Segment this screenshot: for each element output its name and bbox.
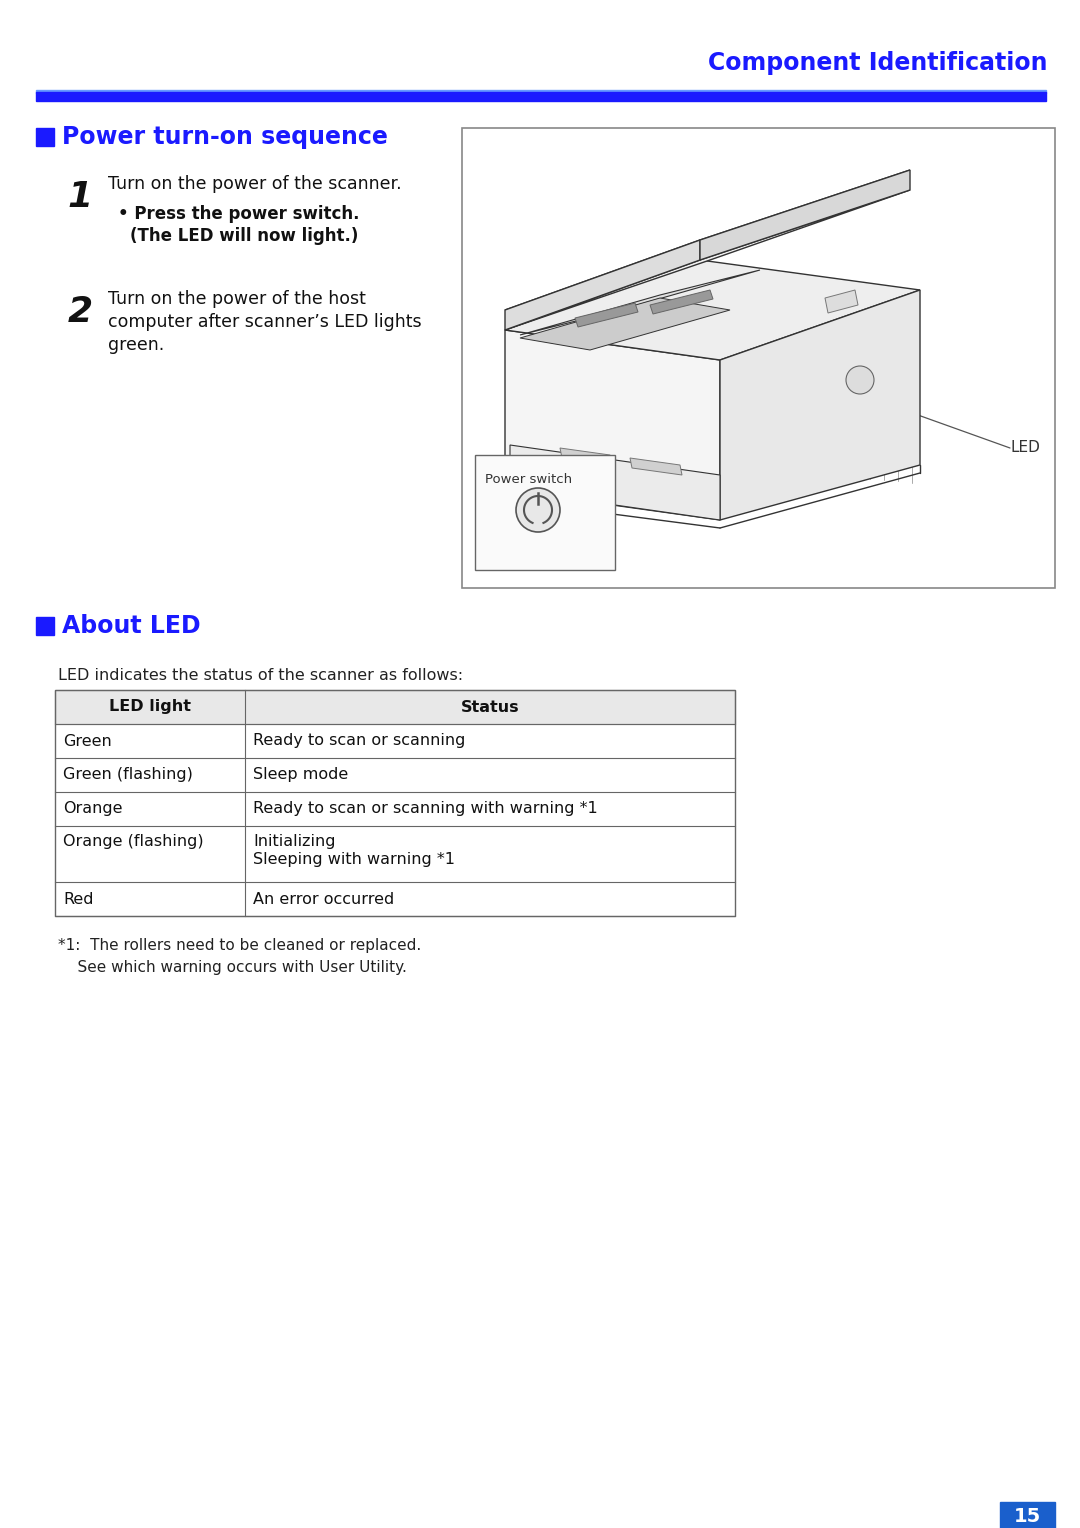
Text: Initializing: Initializing <box>253 834 336 850</box>
Bar <box>475 455 615 570</box>
Text: Ready to scan or scanning with warning *1: Ready to scan or scanning with warning *… <box>253 802 597 816</box>
Text: (The LED will now light.): (The LED will now light.) <box>130 228 359 244</box>
Text: LED: LED <box>1010 440 1040 455</box>
Text: *1:  The rollers need to be cleaned or replaced.: *1: The rollers need to be cleaned or re… <box>58 938 421 953</box>
Text: LED light: LED light <box>109 700 191 715</box>
Text: 15: 15 <box>1014 1508 1041 1526</box>
Polygon shape <box>505 189 910 330</box>
Text: Green (flashing): Green (flashing) <box>63 767 193 782</box>
Text: About LED: About LED <box>62 614 201 639</box>
Polygon shape <box>505 170 910 310</box>
Bar <box>1000 1502 1055 1528</box>
Text: See which warning occurs with User Utility.: See which warning occurs with User Utili… <box>58 960 407 975</box>
Text: Ready to scan or scanning: Ready to scan or scanning <box>253 733 465 749</box>
Text: Orange (flashing): Orange (flashing) <box>63 834 204 850</box>
Bar <box>36 90 1047 93</box>
Bar <box>36 617 54 636</box>
Circle shape <box>846 367 874 394</box>
Text: 2: 2 <box>67 295 93 329</box>
Bar <box>55 691 735 724</box>
Text: Status: Status <box>461 700 519 715</box>
Polygon shape <box>519 298 730 350</box>
Polygon shape <box>505 260 920 361</box>
Polygon shape <box>825 290 858 313</box>
Text: Sleeping with warning *1: Sleeping with warning *1 <box>253 853 455 866</box>
Polygon shape <box>505 330 720 520</box>
Text: green.: green. <box>108 336 164 354</box>
Text: 1: 1 <box>67 180 93 214</box>
Bar <box>36 128 54 147</box>
Polygon shape <box>630 458 681 475</box>
Text: Turn on the power of the host: Turn on the power of the host <box>108 290 366 309</box>
Polygon shape <box>505 240 700 330</box>
Text: Component Identification: Component Identification <box>708 50 1048 75</box>
Text: Turn on the power of the scanner.: Turn on the power of the scanner. <box>108 176 402 193</box>
Text: computer after scanner’s LED lights: computer after scanner’s LED lights <box>108 313 421 332</box>
Text: Sleep mode: Sleep mode <box>253 767 348 782</box>
Circle shape <box>516 487 561 532</box>
Polygon shape <box>510 445 720 520</box>
Text: LED indicates the status of the scanner as follows:: LED indicates the status of the scanner … <box>58 668 463 683</box>
Polygon shape <box>575 303 638 327</box>
Text: Power turn-on sequence: Power turn-on sequence <box>62 125 388 150</box>
Polygon shape <box>519 270 760 335</box>
Text: An error occurred: An error occurred <box>253 891 394 906</box>
Text: Green: Green <box>63 733 111 749</box>
Bar <box>55 691 735 915</box>
Text: • Press the power switch.: • Press the power switch. <box>118 205 360 223</box>
Text: Power switch: Power switch <box>485 474 572 486</box>
Polygon shape <box>561 448 612 465</box>
Polygon shape <box>650 290 713 313</box>
Bar <box>36 92 1047 101</box>
Text: Orange: Orange <box>63 802 122 816</box>
Polygon shape <box>720 290 920 520</box>
Polygon shape <box>700 170 910 260</box>
Text: Red: Red <box>63 891 94 906</box>
Bar <box>462 128 1055 588</box>
